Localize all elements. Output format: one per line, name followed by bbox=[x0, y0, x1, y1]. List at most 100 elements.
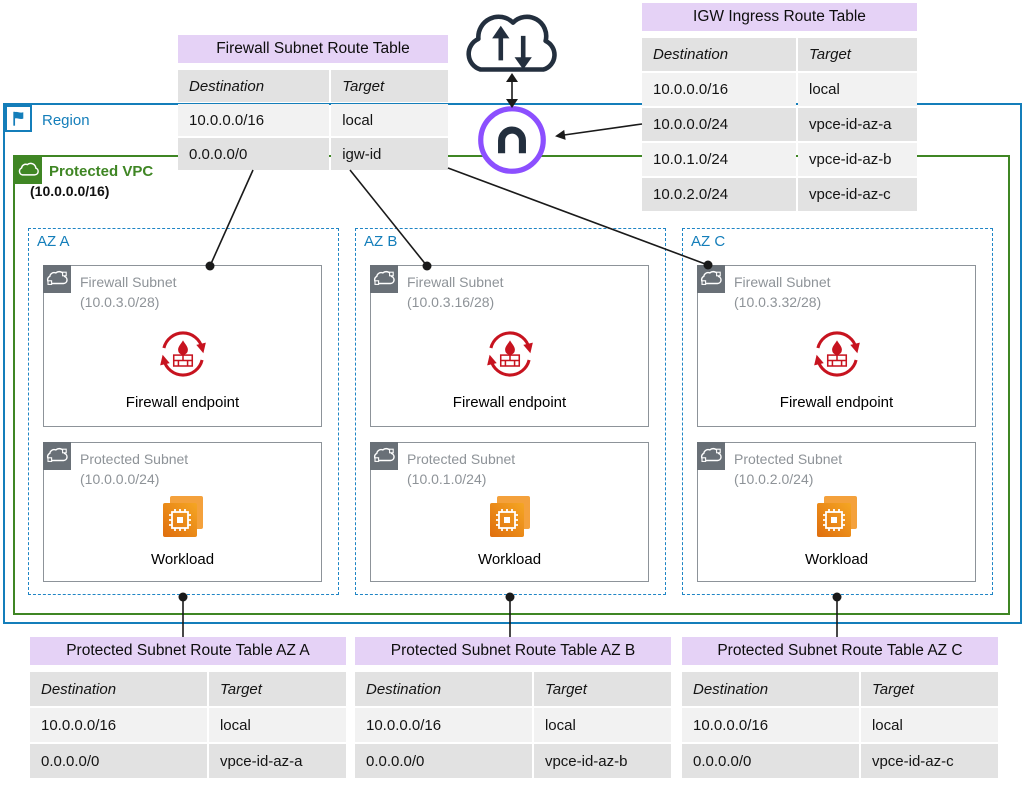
table-title: Protected Subnet Route Table AZ C bbox=[682, 637, 998, 665]
subnet-name: Protected Subnet bbox=[80, 451, 189, 467]
table-title: Protected Subnet Route Table AZ A bbox=[30, 637, 346, 665]
table-title: Protected Subnet Route Table AZ B bbox=[355, 637, 671, 665]
protected-subnet-box-az-c: Protected Subnet (10.0.2.0/24) Workload bbox=[697, 442, 976, 582]
protected-subnet-route-table-az-c: Protected Subnet Route Table AZ C Destin… bbox=[682, 637, 998, 778]
cell-target: vpce-id-az-c bbox=[798, 178, 917, 211]
workload-label: Workload bbox=[477, 551, 542, 568]
az-a-container: AZ A Firewall Subnet (10.0.3.0/28) Firew… bbox=[28, 228, 339, 595]
table-row: 0.0.0.0/0 igw-id bbox=[178, 138, 448, 170]
header-target: Target bbox=[860, 672, 998, 706]
subnet-cidr: (10.0.3.32/28) bbox=[734, 293, 822, 310]
subnet-name: Firewall Subnet bbox=[734, 274, 831, 290]
az-label: AZ B bbox=[364, 233, 398, 250]
cell-destination: 10.0.0.0/16 bbox=[355, 708, 532, 742]
table-header-row: Destination Target bbox=[178, 70, 448, 102]
az-label: AZ A bbox=[37, 233, 70, 250]
header-target: Target bbox=[208, 672, 346, 706]
firewall-endpoint-label: Firewall endpoint bbox=[452, 394, 567, 411]
internet-gateway-icon bbox=[456, 6, 568, 78]
table-row: 10.0.0.0/16 local bbox=[30, 708, 346, 742]
table-row: 10.0.0.0/16 local bbox=[178, 104, 448, 136]
subnet-title: Firewall Subnet (10.0.3.32/28) bbox=[734, 273, 831, 312]
subnet-cidr: (10.0.3.16/28) bbox=[407, 293, 495, 310]
subnet-title: Protected Subnet (10.0.2.0/24) bbox=[734, 450, 842, 489]
table-header-row: Destination Target bbox=[30, 672, 346, 706]
subnet-icon bbox=[370, 442, 398, 470]
firewall-subnet-box-az-b: Firewall Subnet (10.0.3.16/28) Firewall … bbox=[370, 265, 649, 427]
table-header-row: Destination Target bbox=[682, 672, 998, 706]
cell-target: vpce-id-az-b bbox=[533, 744, 671, 778]
subnet-name: Firewall Subnet bbox=[407, 274, 504, 290]
cell-destination: 0.0.0.0/0 bbox=[30, 744, 207, 778]
table-row: 0.0.0.0/0 vpce-id-az-b bbox=[355, 744, 671, 778]
firewall-subnet-box-az-c: Firewall Subnet (10.0.3.32/28) Firewall … bbox=[697, 265, 976, 427]
subnet-cidr: (10.0.3.0/28) bbox=[80, 293, 160, 310]
subnet-title: Firewall Subnet (10.0.3.0/28) bbox=[80, 273, 177, 312]
subnet-icon bbox=[697, 442, 725, 470]
cell-target: local bbox=[798, 73, 917, 106]
table-header-row: Destination Target bbox=[355, 672, 671, 706]
cell-destination: 0.0.0.0/0 bbox=[178, 138, 330, 170]
protected-subnet-box-az-b: Protected Subnet (10.0.1.0/24) Workload bbox=[370, 442, 649, 582]
subnet-title: Protected Subnet (10.0.0.0/24) bbox=[80, 450, 188, 489]
cell-destination: 10.0.0.0/16 bbox=[642, 73, 796, 106]
table-row: 10.0.0.0/16 local bbox=[682, 708, 998, 742]
table-header-row: Destination Target bbox=[642, 38, 917, 71]
cell-destination: 10.0.1.0/24 bbox=[642, 143, 796, 176]
cell-target: local bbox=[208, 708, 346, 742]
table-row: 10.0.2.0/24 vpce-id-az-c bbox=[642, 178, 917, 211]
firewall-endpoint-icon bbox=[159, 330, 207, 378]
firewall-subnet-route-table: Firewall Subnet Route Table Destination … bbox=[178, 35, 448, 170]
cell-destination: 0.0.0.0/0 bbox=[355, 744, 532, 778]
workload-icon bbox=[488, 495, 532, 539]
cell-target: local bbox=[533, 708, 671, 742]
cell-destination: 10.0.0.0/16 bbox=[178, 104, 330, 136]
region-container: Region Protected VPC (10.0.0.0/16) AZ A … bbox=[3, 103, 1022, 624]
region-flag-icon bbox=[5, 105, 32, 132]
vpc-container: Protected VPC (10.0.0.0/16) AZ A Firewal… bbox=[13, 155, 1010, 615]
az-b-container: AZ B Firewall Subnet (10.0.3.16/28) Fire… bbox=[355, 228, 666, 595]
table-row: 0.0.0.0/0 vpce-id-az-c bbox=[682, 744, 998, 778]
protected-subnet-box-az-a: Protected Subnet (10.0.0.0/24) Workload bbox=[43, 442, 322, 582]
cell-target: vpce-id-az-a bbox=[208, 744, 346, 778]
firewall-endpoint-icon bbox=[486, 330, 534, 378]
subnet-cidr: (10.0.0.0/24) bbox=[80, 470, 160, 487]
cell-destination: 10.0.0.0/24 bbox=[642, 108, 796, 141]
table-row: 10.0.0.0/16 local bbox=[642, 73, 917, 106]
header-target: Target bbox=[331, 70, 448, 102]
cell-destination: 10.0.0.0/16 bbox=[682, 708, 859, 742]
table-title: Firewall Subnet Route Table bbox=[178, 35, 448, 63]
firewall-endpoint-label: Firewall endpoint bbox=[779, 394, 894, 411]
cell-destination: 10.0.2.0/24 bbox=[642, 178, 796, 211]
header-target: Target bbox=[798, 38, 917, 71]
region-label: Region bbox=[42, 112, 90, 129]
subnet-icon bbox=[43, 442, 71, 470]
header-destination: Destination bbox=[642, 38, 796, 71]
table-row: 10.0.0.0/16 local bbox=[355, 708, 671, 742]
firewall-endpoint-icon bbox=[813, 330, 861, 378]
subnet-cidr: (10.0.2.0/24) bbox=[734, 470, 814, 487]
az-c-container: AZ C Firewall Subnet (10.0.3.32/28) Fire… bbox=[682, 228, 993, 595]
cell-target: local bbox=[331, 104, 448, 136]
firewall-subnet-box-az-a: Firewall Subnet (10.0.3.0/28) Firewall e… bbox=[43, 265, 322, 427]
cell-target: vpce-id-az-c bbox=[860, 744, 998, 778]
table-title: IGW Ingress Route Table bbox=[642, 3, 917, 31]
cell-target: local bbox=[860, 708, 998, 742]
workload-icon bbox=[815, 495, 859, 539]
table-row: 0.0.0.0/0 vpce-id-az-a bbox=[30, 744, 346, 778]
vpc-label: Protected VPC bbox=[49, 163, 154, 180]
header-destination: Destination bbox=[30, 672, 207, 706]
subnet-icon bbox=[43, 265, 71, 293]
vpc-endpoint-icon bbox=[476, 104, 548, 176]
vpc-cidr: (10.0.0.0/16) bbox=[30, 183, 110, 199]
cell-destination: 0.0.0.0/0 bbox=[682, 744, 859, 778]
header-destination: Destination bbox=[178, 70, 330, 102]
vpc-cloud-icon bbox=[15, 157, 42, 184]
subnet-name: Firewall Subnet bbox=[80, 274, 177, 290]
subnet-icon bbox=[697, 265, 725, 293]
cell-target: vpce-id-az-a bbox=[798, 108, 917, 141]
subnet-name: Protected Subnet bbox=[734, 451, 843, 467]
workload-label: Workload bbox=[804, 551, 869, 568]
protected-subnet-route-table-az-b: Protected Subnet Route Table AZ B Destin… bbox=[355, 637, 671, 778]
workload-icon bbox=[161, 495, 205, 539]
